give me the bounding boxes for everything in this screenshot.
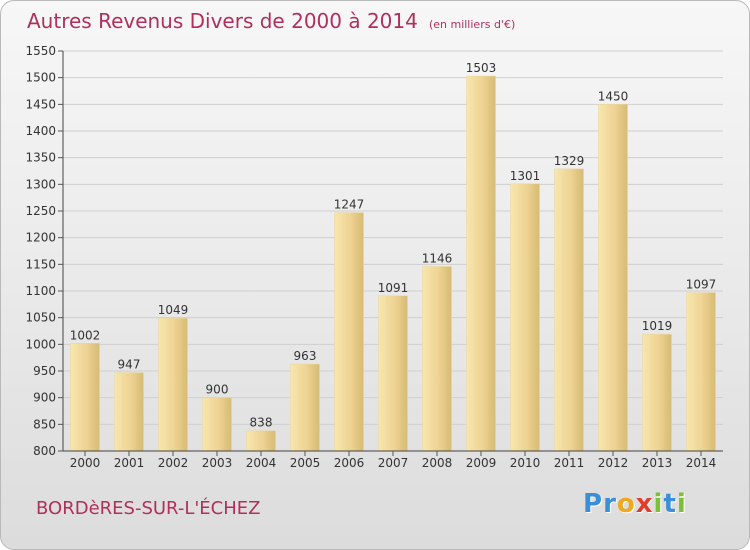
bar-series xyxy=(70,75,716,452)
logo-letter: o xyxy=(616,489,636,519)
x-tick-label-2002: 2002 xyxy=(158,456,189,470)
bar-2012 xyxy=(598,104,628,452)
y-tick-label: 1050 xyxy=(25,311,56,325)
y-tick-label: 1350 xyxy=(25,151,56,165)
bar-2003 xyxy=(202,397,232,452)
x-tick-label-2012: 2012 xyxy=(598,456,629,470)
proxiti-logo[interactable]: Proxiti xyxy=(583,489,687,519)
commune-name: BORDèRES-SUR-L'ÉCHEZ xyxy=(36,498,261,519)
chart-title: Autres Revenus Divers de 2000 à 2014 (en… xyxy=(27,9,515,33)
x-tick-label-2013: 2013 xyxy=(642,456,673,470)
bar-2000 xyxy=(70,343,100,452)
bar-2014 xyxy=(686,292,716,452)
x-tick-label-2005: 2005 xyxy=(290,456,321,470)
bar-2010 xyxy=(510,183,540,452)
bar-2011 xyxy=(554,168,584,452)
value-label-2006: 1247 xyxy=(334,198,365,212)
value-label-2014: 1097 xyxy=(686,278,717,292)
logo-letter: r xyxy=(603,489,617,519)
bar-2001 xyxy=(114,372,144,452)
value-label-2004: 838 xyxy=(250,416,273,430)
value-label-2009: 1503 xyxy=(466,61,497,75)
logo-letter: i xyxy=(676,489,687,519)
x-tick-label-2009: 2009 xyxy=(466,456,497,470)
y-tick-label: 1500 xyxy=(25,71,56,85)
y-tick-label: 1100 xyxy=(25,284,56,298)
y-axis-ticks: 800 850 900 950 1000 1050 1100 1150 1200 1250 1300… xyxy=(25,44,63,458)
bar-2005 xyxy=(290,363,320,452)
value-label-2003: 900 xyxy=(206,383,229,397)
chart-title-unit: (en milliers d'€) xyxy=(428,18,516,31)
value-label-2011: 1329 xyxy=(554,154,585,168)
x-tick-label-2000: 2000 xyxy=(70,456,101,470)
value-label-2002: 1049 xyxy=(158,303,189,317)
value-label-2000: 1002 xyxy=(70,328,101,342)
y-tick-label: 1300 xyxy=(25,177,56,191)
logo-letter: x xyxy=(635,489,654,519)
x-tick-label-2014: 2014 xyxy=(686,456,717,470)
logo-letter: t xyxy=(663,489,677,519)
x-axis-ticks: 2000 2001 2002 2003 2004 2005 2006 2007 2008 2009… xyxy=(70,451,717,470)
x-tick-label-2006: 2006 xyxy=(334,456,365,470)
bar-2006 xyxy=(334,212,364,452)
bar-2013 xyxy=(642,333,672,452)
y-tick-label: 900 xyxy=(33,391,56,405)
y-tick-label: 1450 xyxy=(25,97,56,111)
bar-2004 xyxy=(246,430,276,452)
y-tick-label: 850 xyxy=(33,417,56,431)
y-tick-label: 1150 xyxy=(25,257,56,271)
logo-letter: P xyxy=(583,489,604,519)
value-label-2007: 1091 xyxy=(378,281,409,295)
value-label-2013: 1019 xyxy=(642,319,673,333)
x-tick-label-2001: 2001 xyxy=(114,456,145,470)
value-label-2010: 1301 xyxy=(510,169,541,183)
x-tick-label-2010: 2010 xyxy=(510,456,541,470)
y-tick-label: 1200 xyxy=(25,231,56,245)
x-tick-label-2008: 2008 xyxy=(422,456,453,470)
y-tick-label: 950 xyxy=(33,364,56,378)
bar-2002 xyxy=(158,317,188,452)
y-tick-label: 1250 xyxy=(25,204,56,218)
bar-2007 xyxy=(378,295,408,452)
x-tick-label-2003: 2003 xyxy=(202,456,233,470)
x-tick-label-2007: 2007 xyxy=(378,456,409,470)
y-tick-label: 1000 xyxy=(25,337,56,351)
y-tick-label: 800 xyxy=(33,444,56,458)
logo-letter: i xyxy=(653,489,664,519)
value-label-2008: 1146 xyxy=(422,251,453,265)
chart-title-main: Autres Revenus Divers de 2000 à 2014 xyxy=(27,9,418,33)
value-label-2005: 963 xyxy=(294,349,317,363)
x-tick-label-2004: 2004 xyxy=(246,456,277,470)
bar-2008 xyxy=(422,266,452,452)
y-tick-label: 1550 xyxy=(25,44,56,58)
y-tick-label: 1400 xyxy=(25,124,56,138)
value-labels: 1002 947 1049 900 838 963 1247 1091 1146 1503 1301… xyxy=(70,61,717,430)
x-tick-label-2011: 2011 xyxy=(554,456,585,470)
value-label-2012: 1450 xyxy=(598,89,629,103)
bar-2009 xyxy=(466,75,496,452)
value-label-2001: 947 xyxy=(118,358,141,372)
